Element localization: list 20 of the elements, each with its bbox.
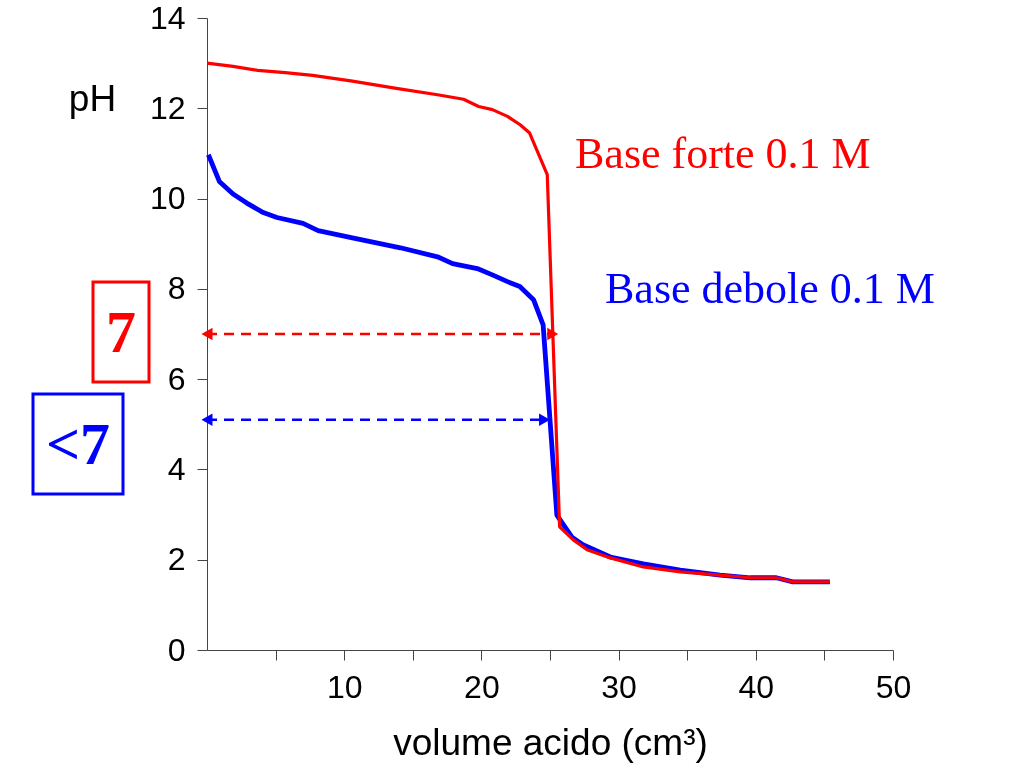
y-tick-label: 10: [149, 180, 186, 217]
y-tick-label: 12: [149, 89, 186, 126]
x-tick-label: 30: [601, 668, 637, 705]
y-tick-label: 2: [167, 541, 186, 578]
series-label: Base debole 0.1 M: [605, 264, 935, 313]
y-axis-title: pH: [68, 77, 117, 119]
y-tick-label: 14: [149, 0, 186, 36]
x-axis-title: volume acido (cm³): [393, 721, 708, 763]
y-tick-label: 4: [167, 450, 186, 487]
line-series: [205, 61, 832, 584]
series-label: Base forte 0.1 M: [575, 129, 871, 178]
x-tick-label: 20: [464, 668, 500, 705]
y-tick-label: 6: [167, 360, 186, 397]
y-tick-label: 0: [167, 631, 186, 668]
text: 7: [106, 299, 136, 365]
y-tick-label: 8: [167, 270, 186, 307]
x-tick-label: 50: [875, 668, 912, 705]
x-tick-label: 40: [738, 668, 775, 705]
text: <7: [45, 411, 111, 477]
x-tick-label: 10: [326, 668, 363, 705]
